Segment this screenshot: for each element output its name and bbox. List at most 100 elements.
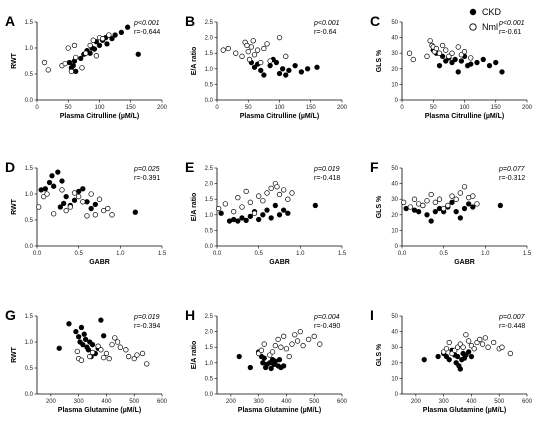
nml-point bbox=[87, 42, 93, 49]
x-tick-label: 50 bbox=[430, 105, 437, 111]
nml-point bbox=[317, 341, 323, 347]
nml-point bbox=[453, 196, 459, 202]
y-tick-label: 1.5 bbox=[25, 166, 34, 172]
y-axis-label: GLS % bbox=[376, 49, 383, 72]
panel-letter: C bbox=[370, 13, 380, 29]
nml-point bbox=[235, 194, 241, 201]
ckd-point bbox=[80, 341, 86, 348]
nml-point bbox=[117, 344, 123, 350]
ckd-point bbox=[80, 186, 86, 192]
x-tick-label: 500 bbox=[129, 399, 140, 405]
ckd-point bbox=[435, 353, 441, 360]
nml-point bbox=[306, 336, 312, 343]
ckd-point bbox=[314, 64, 320, 70]
y-tick-label: 30 bbox=[391, 345, 398, 351]
nml-point bbox=[247, 199, 253, 205]
ckd-point bbox=[218, 210, 224, 216]
ckd-point bbox=[51, 183, 57, 189]
ckd-point bbox=[55, 169, 61, 175]
x-tick-label: 0.0 bbox=[33, 251, 42, 257]
ckd-point bbox=[292, 63, 298, 69]
y-tick-label: 50 bbox=[391, 314, 398, 320]
x-tick-label: 300 bbox=[439, 399, 450, 405]
panel-a: A 0 50 100 150 200 0.0 0.5 1.0 1.5 Plasma Citrulli… bbox=[5, 13, 168, 120]
y-tick-label: 1.5 bbox=[205, 345, 214, 351]
x-axis-label: Plasma Citrulline (µM/L) bbox=[60, 113, 140, 120]
nml-point bbox=[281, 187, 287, 193]
ckd-series bbox=[236, 349, 287, 372]
x-tick-label: 100 bbox=[274, 105, 285, 111]
ckd-point bbox=[267, 63, 273, 69]
ckd-point bbox=[101, 333, 107, 339]
nml-point bbox=[260, 198, 266, 204]
nml-point bbox=[297, 328, 303, 335]
y-tick-label: 0.0 bbox=[25, 392, 34, 398]
nml-series bbox=[36, 187, 115, 219]
nml-point bbox=[88, 191, 94, 197]
x-axis-label: Plasma Glutamine (µM/L) bbox=[423, 407, 506, 414]
x-axis-label: Plasma Citrulline (µM/L) bbox=[425, 113, 505, 120]
nml-point bbox=[62, 60, 68, 67]
ckd-point bbox=[279, 66, 286, 72]
x-tick-label: 300 bbox=[254, 399, 265, 405]
y-tick-label: 1.5 bbox=[25, 20, 34, 26]
ckd-point bbox=[76, 334, 82, 340]
nml-point bbox=[68, 68, 75, 75]
x-tick-label: 0.5 bbox=[439, 251, 448, 257]
p-value-label: p<0.001 bbox=[313, 20, 340, 27]
y-tick-label: 30 bbox=[391, 197, 398, 203]
panel-g: G 200 300 400 500 600 0.0 0.5 1.0 1.5 Plasma Gluta… bbox=[5, 307, 168, 414]
nml-point bbox=[67, 204, 73, 210]
ckd-point bbox=[243, 217, 249, 224]
nml-point bbox=[477, 336, 483, 343]
nml-point bbox=[246, 56, 253, 63]
nml-point bbox=[276, 34, 283, 41]
nml-point bbox=[106, 355, 112, 362]
ckd-series bbox=[56, 317, 107, 360]
nml-point bbox=[283, 346, 290, 352]
nml-point bbox=[98, 347, 104, 353]
y-tick-label: 40 bbox=[391, 330, 398, 336]
nml-series bbox=[220, 34, 289, 66]
x-tick-label: 0.0 bbox=[398, 251, 407, 257]
nml-point bbox=[216, 205, 222, 212]
ckd-point bbox=[71, 197, 78, 203]
ckd-point bbox=[256, 216, 262, 223]
ckd-point bbox=[499, 69, 505, 75]
panel-c: C 0 50 100 150 200 0 10 20 30 40 50 Plasma Citrullin… bbox=[370, 13, 533, 120]
y-tick-label: 0 bbox=[395, 98, 399, 104]
nml-point bbox=[220, 47, 226, 53]
nml-point bbox=[90, 37, 96, 43]
ckd-point bbox=[57, 204, 63, 210]
ckd-point bbox=[63, 193, 69, 200]
ckd-point bbox=[85, 347, 92, 353]
ckd-point bbox=[61, 200, 67, 207]
nml-point bbox=[144, 361, 150, 367]
ckd-point bbox=[446, 357, 452, 363]
nml-point bbox=[79, 65, 85, 71]
ckd-point bbox=[42, 186, 48, 192]
nml-point bbox=[251, 210, 258, 216]
ckd-point bbox=[480, 56, 486, 63]
y-axis-label: RWT bbox=[11, 346, 18, 363]
y-tick-label: 30 bbox=[391, 51, 398, 57]
ckd-point bbox=[457, 215, 463, 221]
nml-point bbox=[254, 47, 261, 53]
legend-nml-label: Nml bbox=[482, 22, 498, 32]
nml-point bbox=[311, 333, 317, 339]
nml-point bbox=[479, 341, 486, 347]
ckd-point bbox=[239, 215, 245, 221]
nml-point bbox=[245, 48, 251, 55]
r-value-label: r=-0.448 bbox=[499, 323, 525, 330]
ckd-point bbox=[264, 207, 270, 213]
y-tick-label: 0.0 bbox=[25, 98, 34, 104]
nml-series bbox=[441, 332, 513, 357]
ckd-point bbox=[78, 324, 85, 331]
nml-point bbox=[65, 45, 71, 51]
nml-point bbox=[99, 35, 106, 42]
x-axis-label: Plasma Glutamine (µM/L) bbox=[58, 407, 141, 414]
x-tick-label: 1.5 bbox=[523, 251, 532, 257]
legend-ckd-label: CKD bbox=[482, 7, 502, 17]
y-tick-label: 0 bbox=[395, 244, 399, 250]
nml-point bbox=[87, 353, 93, 360]
